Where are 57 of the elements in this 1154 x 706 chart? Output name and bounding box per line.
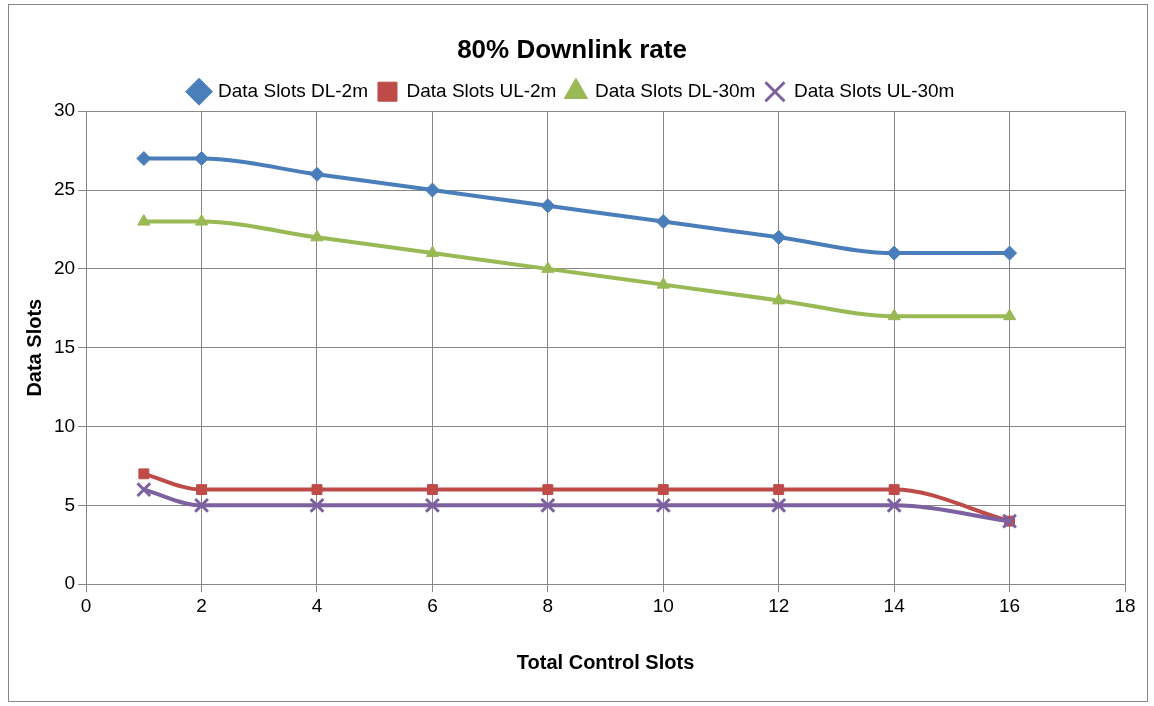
x-tick-label: 10	[652, 594, 674, 616]
legend-label: Data Slots DL-30m	[594, 79, 756, 101]
point	[540, 198, 556, 214]
point	[888, 484, 900, 496]
legend-label: Data Slots UL-2m	[406, 79, 557, 101]
point	[424, 182, 440, 198]
y-tick-label: 10	[53, 414, 76, 436]
point	[541, 261, 555, 273]
y-tick-label: 30	[53, 99, 76, 121]
point	[425, 245, 439, 258]
point	[311, 484, 323, 496]
x-tick-label: 4	[311, 594, 323, 616]
legend-label: Data Slots DL-2m	[218, 79, 369, 101]
y-tick-label: 15	[53, 335, 76, 357]
point	[655, 497, 672, 514]
y-tick-label: 5	[64, 493, 76, 515]
point	[772, 292, 786, 305]
y-tick-label: 20	[53, 257, 76, 279]
point	[137, 214, 151, 226]
point	[773, 484, 785, 496]
point	[542, 484, 554, 496]
point	[136, 151, 152, 166]
x-tick-label: 6	[427, 594, 438, 616]
point	[771, 229, 787, 245]
point	[309, 166, 325, 182]
point	[135, 481, 152, 498]
point	[194, 151, 210, 166]
point	[1003, 308, 1017, 321]
legend-label: Data Slots UL-30m	[793, 79, 955, 101]
x-tick-label: 16	[999, 594, 1021, 616]
point	[426, 484, 438, 496]
point	[138, 468, 150, 480]
point	[1002, 245, 1018, 261]
chart-title: 80% Downlink rate	[457, 33, 687, 64]
point	[656, 277, 670, 289]
point	[770, 497, 787, 514]
x-tick-label: 12	[768, 594, 790, 616]
x-tick-label: 0	[80, 594, 92, 616]
x-tick-label: 14	[883, 594, 906, 616]
point	[539, 497, 556, 514]
point	[655, 214, 671, 230]
x-axis-title: Total Control Slots	[516, 650, 695, 673]
point	[196, 484, 208, 496]
point	[424, 497, 441, 514]
point	[310, 229, 324, 242]
y-tick-label: 0	[64, 572, 76, 594]
point	[195, 214, 209, 226]
point	[886, 497, 903, 514]
point	[309, 497, 325, 514]
point	[887, 308, 901, 321]
y-axis-title: Data Slots	[22, 298, 45, 397]
y-tick-label: 25	[53, 178, 76, 200]
point	[193, 497, 210, 514]
point	[657, 484, 669, 496]
x-tick-label: 18	[1114, 594, 1136, 616]
x-tick-label: 8	[542, 594, 554, 616]
x-tick-label: 2	[196, 594, 207, 616]
